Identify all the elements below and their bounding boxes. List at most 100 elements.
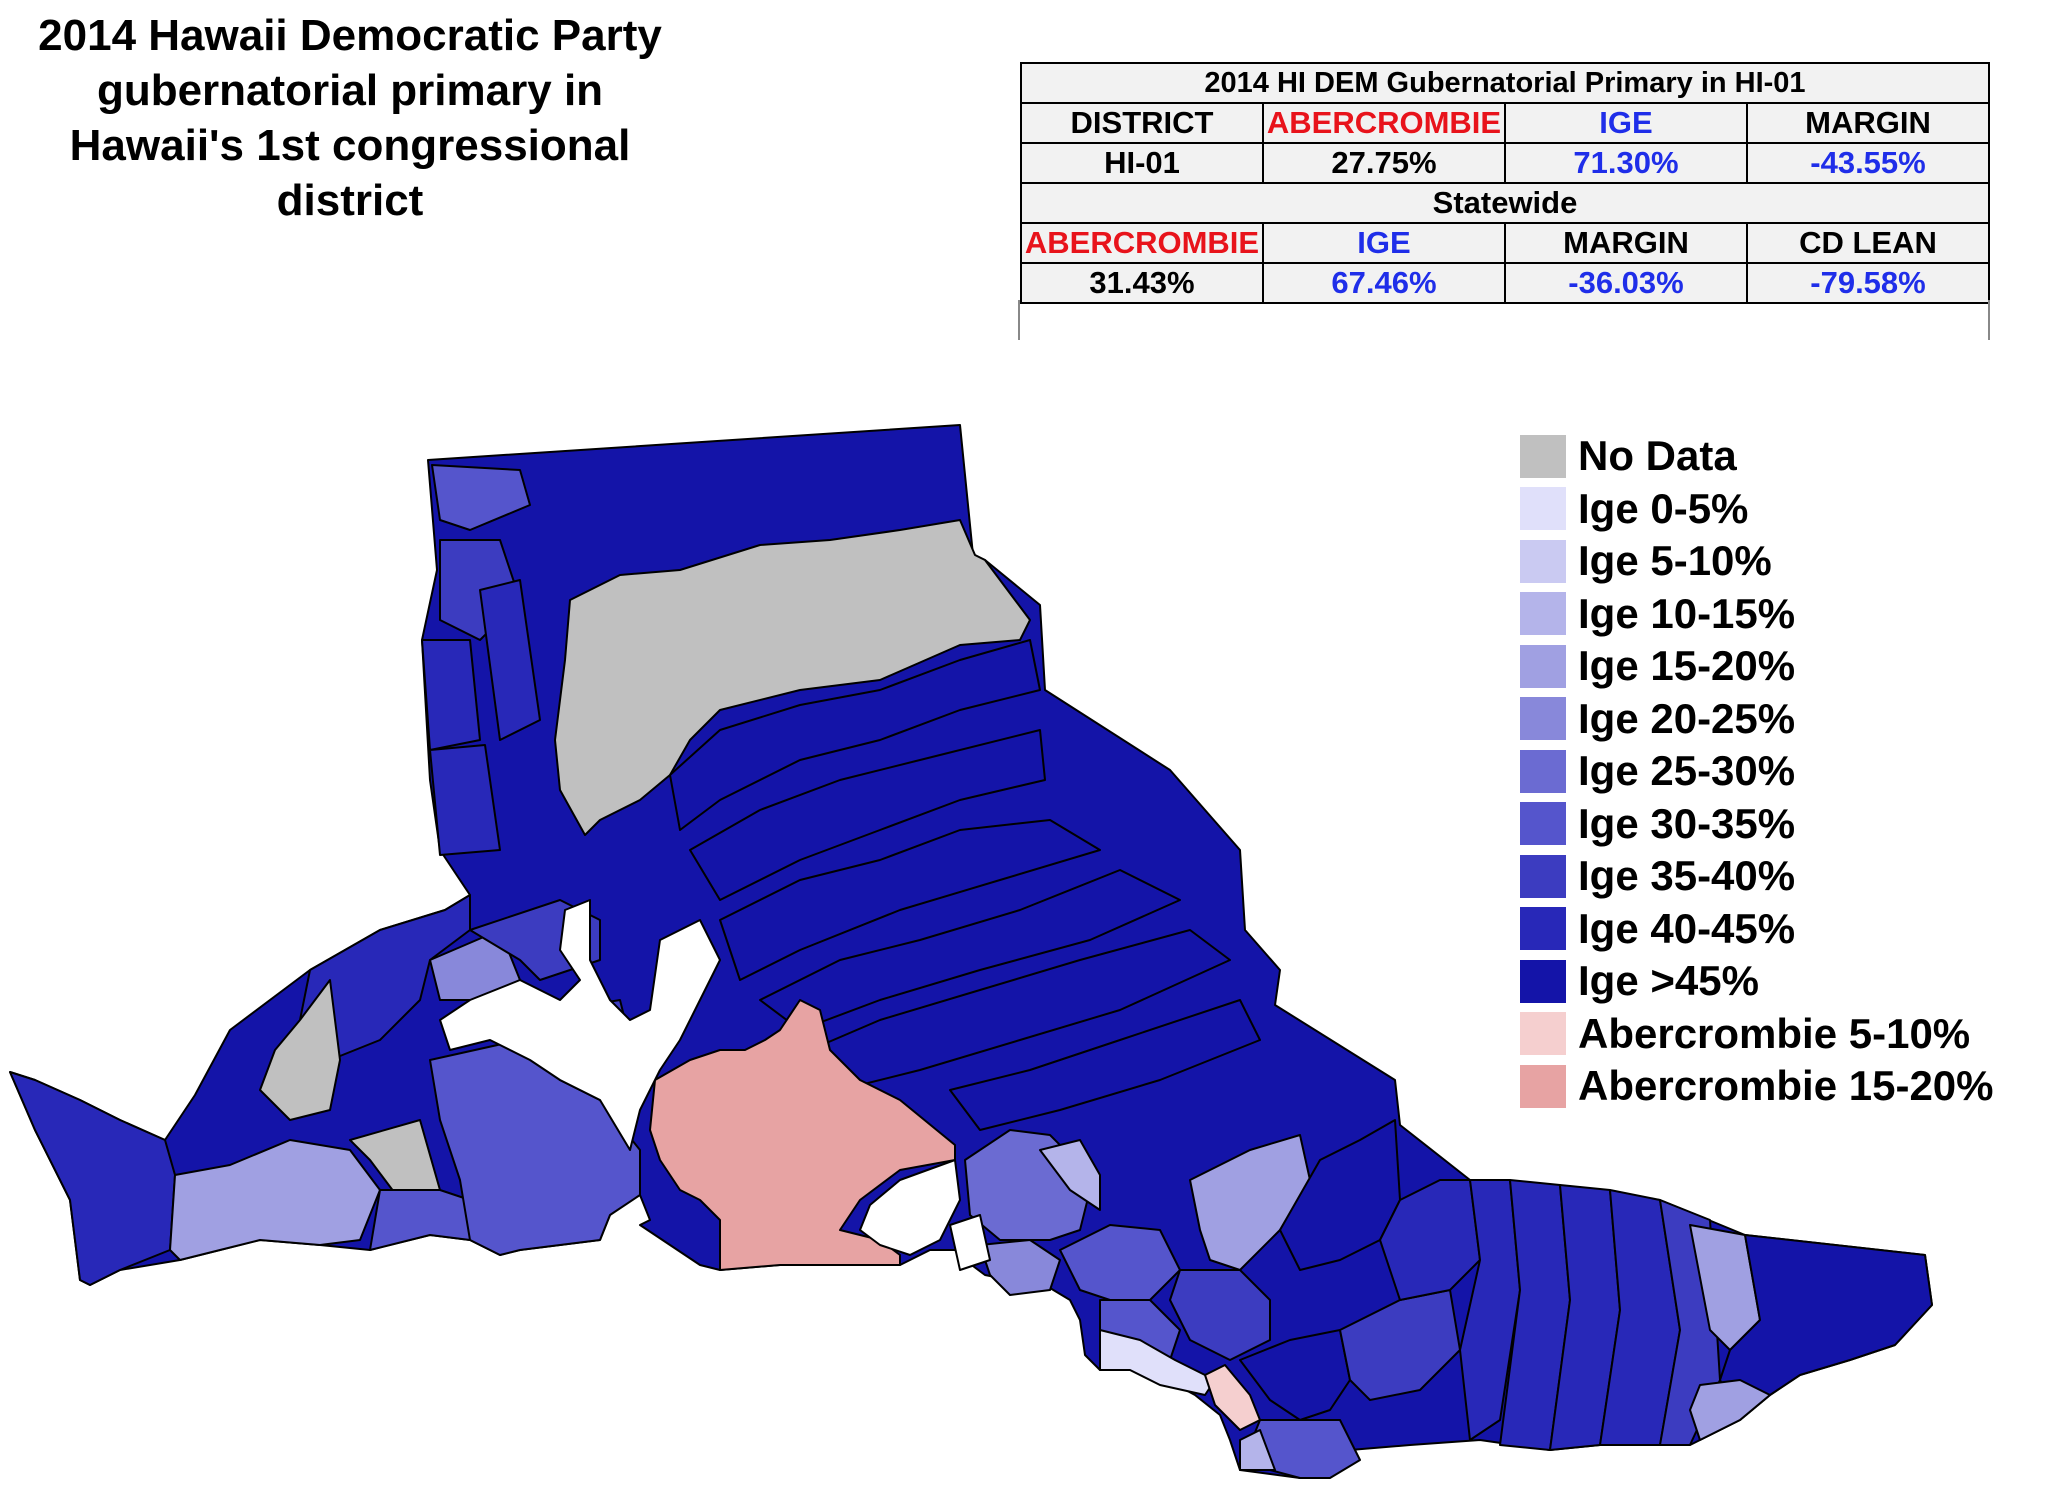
statewide-value-cd-lean: -79.58% [1746,262,1990,304]
legend-label: Ige 35-40% [1578,852,1796,900]
precinct-east-4 [1059,1224,1181,1301]
precinct-nw-3 [421,639,481,751]
precinct-nw-5 [429,744,501,856]
legend-label: Ige 30-35% [1578,799,1796,847]
legend-label: No Data [1578,432,1737,480]
legend-swatch [1520,434,1566,478]
legend-swatch [1520,487,1566,531]
title-line-3: Hawaii's 1st congressional [69,121,631,170]
statewide-header-margin: MARGIN [1504,222,1748,264]
legend-item-abercrombie-15-20: Abercrombie 15-20% [1520,1060,1994,1113]
value-ige: 71.30% [1504,142,1748,184]
legend-swatch [1520,1064,1566,1108]
keehi-lagoon-water [949,1214,991,1271]
precinct-nw-1 [431,464,531,531]
precinct-far-west [9,1071,176,1286]
legend-item-ige-15-20: Ige 15-20% [1520,640,1994,693]
legend-item-ige-25-30: Ige 25-30% [1520,745,1994,798]
statewide-value-ige: 67.46% [1262,262,1506,304]
statewide-header-ige: IGE [1262,222,1506,264]
legend-item-ige-5-10: Ige 5-10% [1520,535,1994,588]
precinct-sw-1 [169,1139,381,1261]
legend-swatch [1520,749,1566,793]
value-abercrombie: 27.75% [1262,142,1506,184]
statewide-value-margin: -36.03% [1504,262,1748,304]
precinct-no-data-west [259,979,341,1121]
legend-label: Ige 5-10% [1578,537,1772,585]
legend-label: Abercrombie 5-10% [1578,1009,1971,1057]
precinct-sw-2 [369,1189,471,1251]
statewide-label: Statewide [1020,182,1990,224]
precinct-nw-4 [479,579,541,741]
legend-item-ige-10-15: Ige 10-15% [1520,588,1994,641]
district-value-row: HI-01 27.75% 71.30% -43.55% [1020,142,1990,184]
precinct-east-12 [1239,1429,1276,1471]
map-legend: No Data Ige 0-5% Ige 5-10% Ige 10-15% Ig… [1520,430,1994,1113]
statewide-value-abercrombie: 31.43% [1020,262,1264,304]
header-district: DISTRICT [1020,102,1264,144]
precinct-band-3 [719,819,1101,981]
header-margin: MARGIN [1746,102,1990,144]
value-district: HI-01 [1020,142,1264,184]
statewide-header-abercrombie: ABERCROMBIE [1020,222,1264,264]
precinct-east-3 [979,1239,1061,1296]
legend-label: Ige >45% [1578,957,1759,1005]
statewide-label-row: Statewide [1020,182,1990,224]
legend-item-no-data: No Data [1520,430,1994,483]
precinct-band-2 [689,729,1046,901]
precinct-south-tip [1689,1379,1771,1441]
precinct-band-1 [669,639,1041,831]
results-table: 2014 HI DEM Gubernatorial Primary in HI-… [1020,62,1990,304]
legend-swatch [1520,592,1566,636]
map-title: 2014 Hawaii Democratic Party gubernatori… [0,8,700,228]
legend-swatch [1520,907,1566,951]
precinct-abercrombie-15-20 [649,999,956,1271]
district-header-row: DISTRICT ABERCROMBIE IGE MARGIN [1020,102,1990,144]
legend-item-ige-gt45: Ige >45% [1520,955,1994,1008]
legend-item-abercrombie-5-10: Abercrombie 5-10% [1520,1008,1994,1061]
district-map [9,424,1933,1479]
title-line-2: gubernatorial primary in [96,66,604,115]
precinct-no-data-north [554,519,1031,836]
statewide-value-row: 31.43% 67.46% -36.03% -79.58% [1020,262,1990,304]
legend-label: Ige 20-25% [1578,694,1796,742]
legend-item-ige-30-35: Ige 30-35% [1520,798,1994,851]
legend-item-ige-35-40: Ige 35-40% [1520,850,1994,903]
statewide-header-row: ABERCROMBIE IGE MARGIN CD LEAN [1020,222,1990,264]
table-heading-row: 2014 HI DEM Gubernatorial Primary in HI-… [1020,62,1990,104]
legend-label: Ige 10-15% [1578,589,1796,637]
legend-item-ige-40-45: Ige 40-45% [1520,903,1994,956]
value-margin: -43.55% [1746,142,1990,184]
legend-swatch [1520,539,1566,583]
legend-swatch [1520,854,1566,898]
precinct-hawaii-kai [1719,1234,1933,1421]
legend-label: Ige 40-45% [1578,904,1796,952]
legend-swatch [1520,802,1566,846]
header-ige: IGE [1504,102,1748,144]
legend-item-ige-0-5: Ige 0-5% [1520,483,1994,536]
pearl-harbor-water [439,899,721,1151]
table-right-edge [1988,300,1990,340]
legend-label: Abercrombie 15-20% [1578,1062,1994,1110]
legend-item-ige-20-25: Ige 20-25% [1520,693,1994,746]
legend-swatch [1520,1012,1566,1056]
legend-label: Ige 15-20% [1578,642,1796,690]
precinct-east-7 [1099,1329,1216,1396]
legend-label: Ige 25-30% [1578,747,1796,795]
precinct-east-8 [1169,1269,1271,1361]
header-abercrombie: ABERCROMBIE [1262,102,1506,144]
legend-swatch [1520,697,1566,741]
precinct-band-6 [949,999,1261,1131]
legend-label: Ige 0-5% [1578,484,1749,532]
statewide-header-cd-lean: CD LEAN [1746,222,1990,264]
legend-swatch [1520,959,1566,1003]
table-heading: 2014 HI DEM Gubernatorial Primary in HI-… [1020,62,1990,104]
precinct-east-10 [1239,1329,1351,1421]
precinct-band-5 [809,929,1231,1091]
legend-swatch [1520,644,1566,688]
precinct-east-2 [1039,1139,1101,1211]
title-line-4: district [276,176,424,225]
honolulu-harbor-water [859,1159,961,1256]
precinct-band-4 [759,869,1181,1031]
title-line-1: 2014 Hawaii Democratic Party [38,11,662,60]
